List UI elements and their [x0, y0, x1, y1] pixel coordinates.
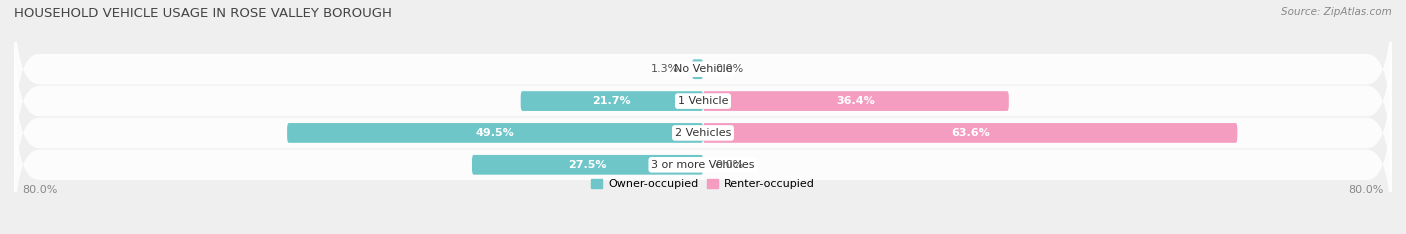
- FancyBboxPatch shape: [14, 84, 1392, 234]
- Text: No Vehicle: No Vehicle: [673, 64, 733, 74]
- Text: 27.5%: 27.5%: [568, 160, 607, 170]
- FancyBboxPatch shape: [14, 53, 1392, 213]
- Text: 2 Vehicles: 2 Vehicles: [675, 128, 731, 138]
- FancyBboxPatch shape: [703, 91, 1010, 111]
- FancyBboxPatch shape: [692, 59, 703, 79]
- Text: 3 or more Vehicles: 3 or more Vehicles: [651, 160, 755, 170]
- Text: 1.3%: 1.3%: [651, 64, 679, 74]
- FancyBboxPatch shape: [14, 21, 1392, 181]
- Text: 63.6%: 63.6%: [950, 128, 990, 138]
- Text: 49.5%: 49.5%: [475, 128, 515, 138]
- Legend: Owner-occupied, Renter-occupied: Owner-occupied, Renter-occupied: [586, 175, 820, 194]
- Text: 80.0%: 80.0%: [1348, 185, 1384, 195]
- FancyBboxPatch shape: [520, 91, 703, 111]
- Text: 0.0%: 0.0%: [716, 160, 744, 170]
- FancyBboxPatch shape: [14, 0, 1392, 150]
- FancyBboxPatch shape: [472, 155, 703, 175]
- Text: HOUSEHOLD VEHICLE USAGE IN ROSE VALLEY BOROUGH: HOUSEHOLD VEHICLE USAGE IN ROSE VALLEY B…: [14, 7, 392, 20]
- Text: 1 Vehicle: 1 Vehicle: [678, 96, 728, 106]
- FancyBboxPatch shape: [703, 123, 1237, 143]
- FancyBboxPatch shape: [287, 123, 703, 143]
- Text: Source: ZipAtlas.com: Source: ZipAtlas.com: [1281, 7, 1392, 17]
- Text: 36.4%: 36.4%: [837, 96, 876, 106]
- Text: 21.7%: 21.7%: [592, 96, 631, 106]
- Text: 0.0%: 0.0%: [716, 64, 744, 74]
- Text: 80.0%: 80.0%: [22, 185, 58, 195]
